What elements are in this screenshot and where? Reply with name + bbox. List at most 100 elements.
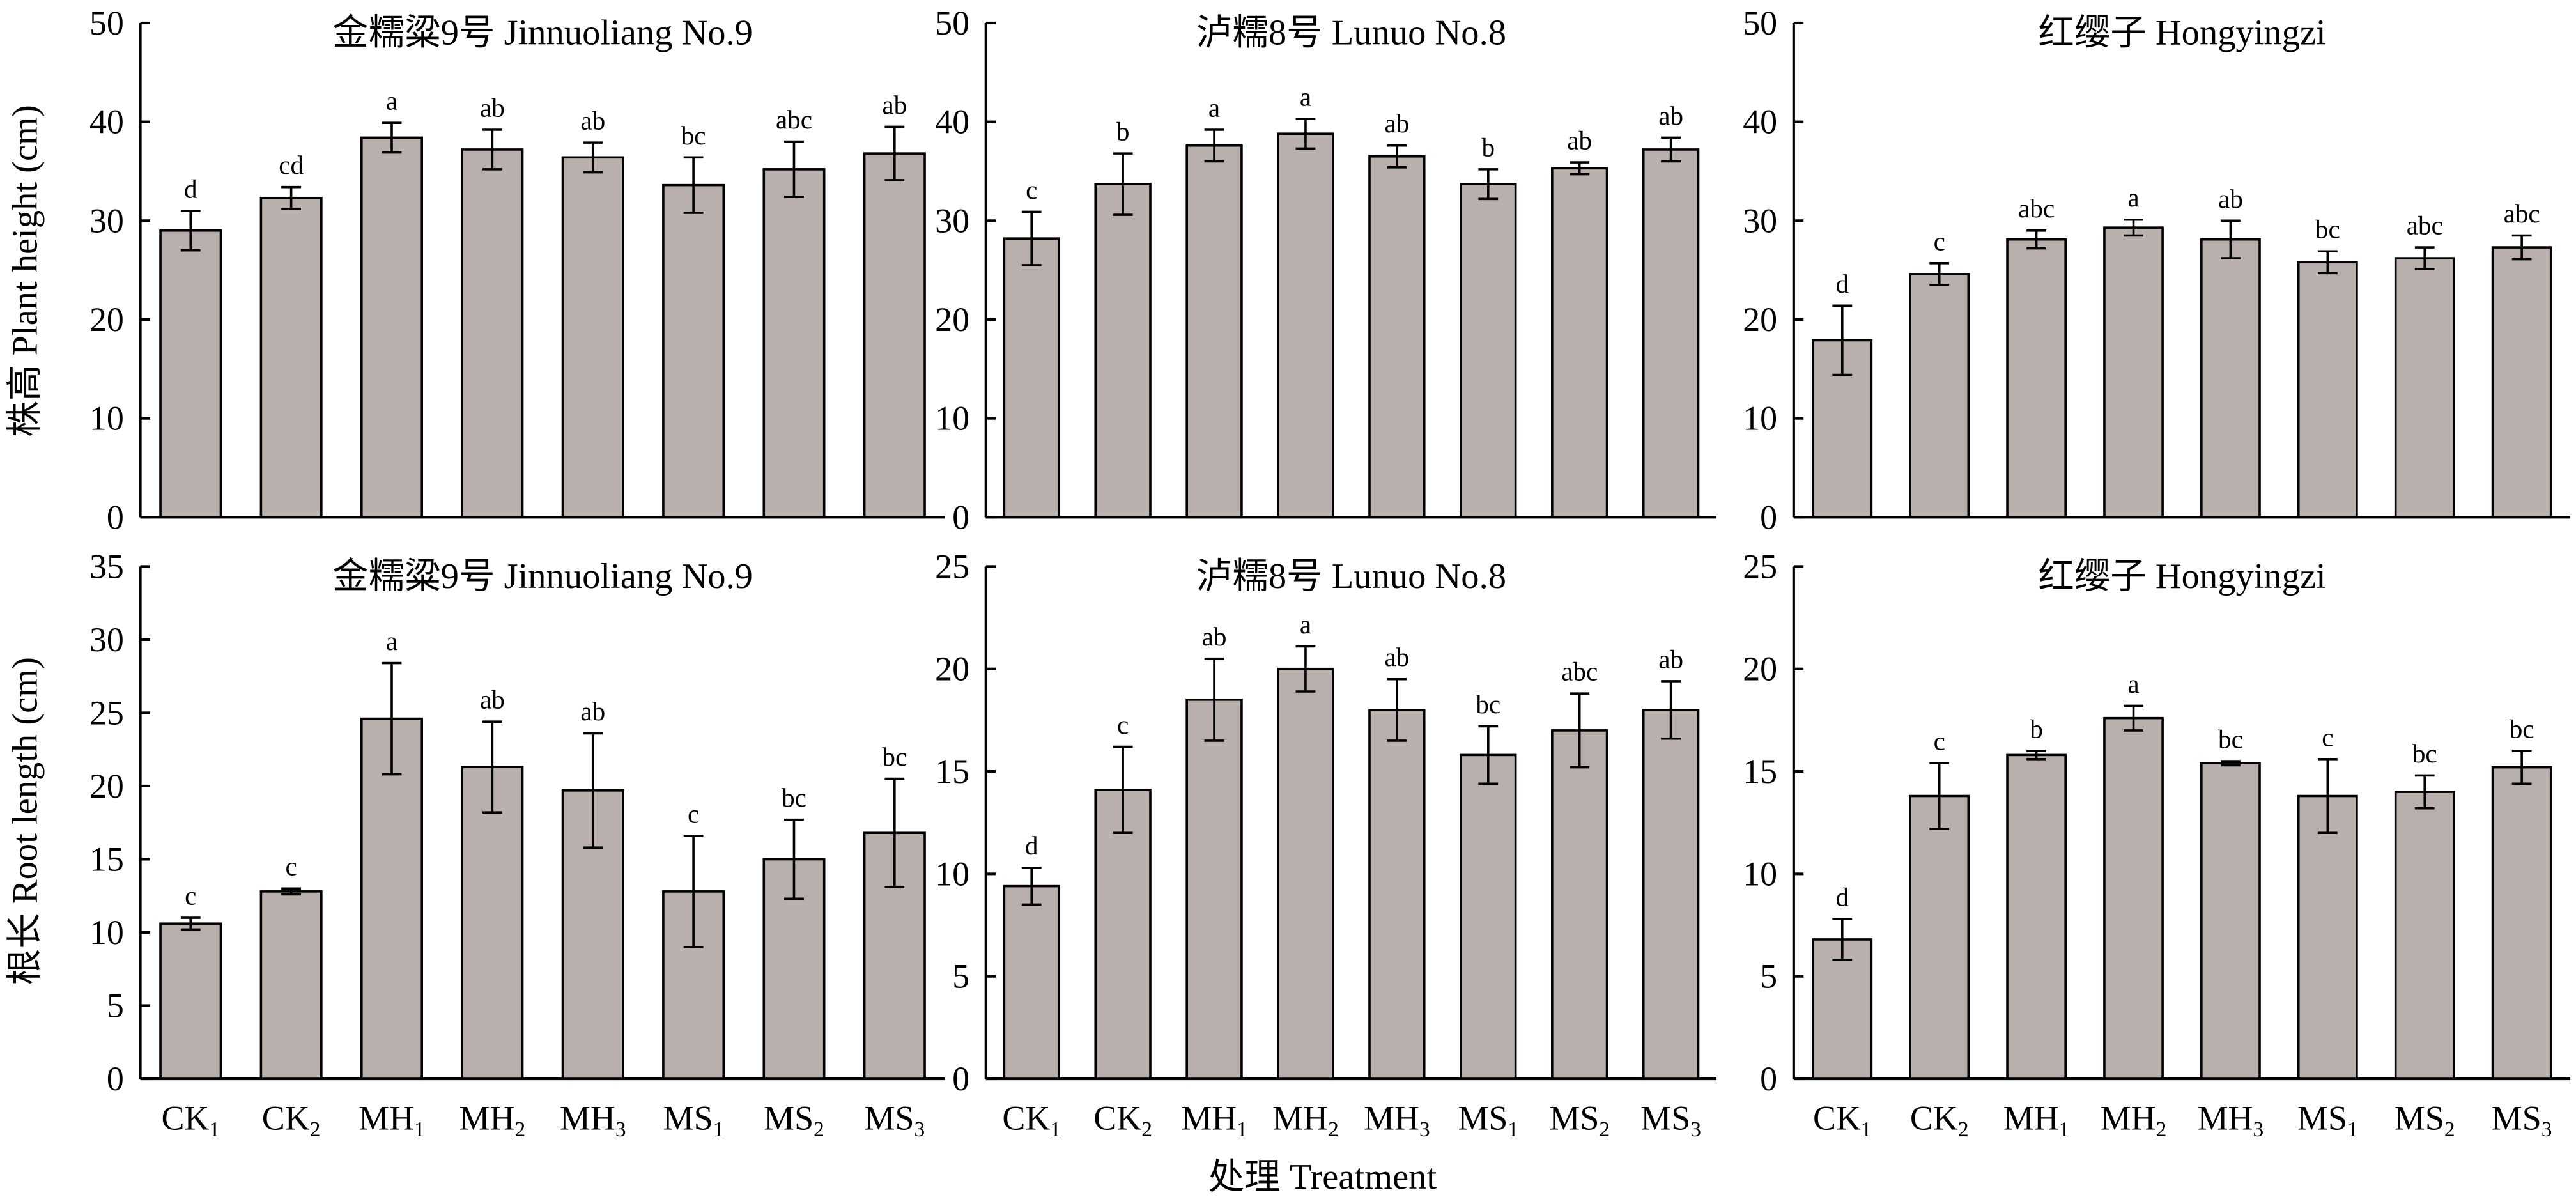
- y-tick-label: 10: [1743, 854, 1777, 893]
- bar-CK2: [1094, 183, 1152, 519]
- y-tick-label: 50: [89, 4, 124, 42]
- bar-MS1: [662, 183, 725, 519]
- bar-MS2: [1551, 167, 1608, 519]
- significance-letter: d: [1836, 882, 1849, 911]
- x-tick-label: MH2: [459, 1099, 526, 1141]
- bar-CK2: [259, 196, 323, 519]
- x-tick-label: MS1: [2297, 1099, 2358, 1141]
- bar-MS1: [1460, 753, 1517, 1080]
- x-axis-label: 处理 Treatment: [1208, 1157, 1437, 1197]
- significance-letter: ab: [1384, 109, 1409, 138]
- significance-letter: a: [2127, 183, 2139, 212]
- significance-letter: c: [1934, 727, 1945, 756]
- y-tick-label: 10: [89, 913, 124, 952]
- panel-2: 0 10 20 30 40 50 红缨子 Hongyingzi d c abc a ab bc abc ab…: [1743, 4, 2571, 536]
- y-tick-label: 40: [1743, 103, 1777, 141]
- y-tick-label: 40: [935, 103, 969, 141]
- significance-letter: a: [386, 626, 397, 656]
- x-tick-label: MH3: [1364, 1099, 1430, 1141]
- bar-MH1: [360, 136, 424, 519]
- significance-letter: abc: [1561, 657, 1598, 686]
- bar-MH2: [2103, 716, 2164, 1080]
- bar-MH1: [1185, 699, 1243, 1080]
- x-tick-label: MS2: [2395, 1099, 2455, 1141]
- significance-letter: d: [184, 174, 197, 203]
- bar-MS1: [2297, 794, 2358, 1080]
- y-tick-label: 0: [107, 1060, 124, 1098]
- y-tick-label: 50: [1743, 4, 1777, 42]
- significance-letter: ab: [882, 90, 907, 120]
- panel-title: 泸糯8号 Lunuo No.8: [1196, 13, 1506, 52]
- y-tick-label: 20: [1743, 650, 1777, 688]
- significance-letter: c: [1117, 710, 1129, 739]
- significance-letter: a: [2127, 669, 2139, 699]
- y-tick-label: 40: [89, 103, 124, 141]
- x-tick-label: CK2: [1910, 1099, 1969, 1141]
- significance-letter: bc: [2412, 739, 2437, 768]
- bar-MH2: [1277, 132, 1334, 519]
- x-tick-label: MS2: [1549, 1099, 1610, 1141]
- y-tick-label: 0: [952, 498, 969, 536]
- significance-letter: c: [688, 799, 699, 828]
- bar-MH2: [461, 148, 524, 519]
- significance-letter: bc: [2218, 724, 2243, 753]
- y-tick-label: 10: [935, 399, 969, 438]
- bar-CK2: [259, 890, 323, 1080]
- bar-MS3: [863, 152, 926, 519]
- significance-letter: abc: [2407, 211, 2443, 240]
- y-tick-label: 10: [1743, 399, 1777, 438]
- significance-letter: bc: [882, 742, 907, 771]
- y-tick-label: 5: [1760, 957, 1777, 996]
- y-tick-label: 5: [952, 957, 969, 996]
- x-tick-label: MH2: [2101, 1099, 2167, 1141]
- y-tick-label: 30: [1743, 201, 1777, 240]
- significance-letter: a: [1208, 93, 1220, 122]
- significance-letter: ab: [1567, 126, 1592, 155]
- significance-letter: a: [386, 86, 397, 116]
- bar-MH2: [2103, 226, 2164, 519]
- significance-letter: abc: [776, 105, 812, 134]
- significance-letter: ab: [580, 106, 605, 135]
- significance-letter: bc: [782, 783, 806, 812]
- significance-letter: ab: [1384, 642, 1409, 672]
- significance-letter: c: [1934, 226, 1945, 256]
- y-tick-label: 35: [89, 547, 124, 585]
- bar-MS2: [762, 168, 826, 519]
- bar-MS1: [2297, 261, 2358, 519]
- y-tick-label: 20: [935, 300, 969, 339]
- x-tick-label: CK1: [161, 1099, 220, 1141]
- significance-letter: b: [1482, 132, 1495, 162]
- significance-letter: abc: [2504, 199, 2540, 228]
- significance-letter: bc: [2315, 215, 2340, 244]
- y-tick-label: 20: [1743, 300, 1777, 339]
- bar-MH3: [1368, 155, 1426, 519]
- bar-MH3: [561, 156, 624, 519]
- panel-title: 红缨子 Hongyingzi: [2038, 13, 2326, 52]
- panel-5: 0 5 10 15 20 25 红缨子 Hongyingzi d CK1 c CK2 b MH1 a MH2…: [1743, 547, 2571, 1141]
- x-tick-label: MS2: [764, 1099, 824, 1141]
- significance-letter: b: [2030, 714, 2043, 743]
- x-tick-label: MH2: [1272, 1099, 1339, 1141]
- significance-letter: d: [1836, 269, 1849, 298]
- bar-MS3: [2491, 246, 2552, 519]
- x-tick-label: MH3: [560, 1099, 626, 1141]
- x-tick-label: MH3: [2198, 1099, 2264, 1141]
- panel-title: 金糯粱9号 Jinnuoliang No.9: [332, 557, 753, 596]
- bar-MS3: [1642, 709, 1700, 1080]
- y-tick-label: 50: [935, 4, 969, 42]
- y-tick-label: 20: [89, 767, 124, 805]
- y-label-root-length: 根长 Root length (cm): [6, 657, 45, 985]
- y-tick-label: 15: [935, 752, 969, 791]
- significance-letter: a: [1300, 82, 1311, 111]
- significance-letter: c: [286, 852, 297, 881]
- bar-MH2: [461, 766, 524, 1080]
- significance-letter: b: [1116, 117, 1130, 146]
- x-tick-label: CK1: [1813, 1099, 1872, 1141]
- significance-letter: ab: [1658, 644, 1683, 674]
- bar-MH3: [2200, 762, 2261, 1080]
- bar-MS3: [2491, 766, 2552, 1080]
- y-tick-label: 15: [89, 840, 124, 878]
- significance-letter: ab: [480, 93, 505, 122]
- panel-title: 泸糯8号 Lunuo No.8: [1196, 557, 1506, 596]
